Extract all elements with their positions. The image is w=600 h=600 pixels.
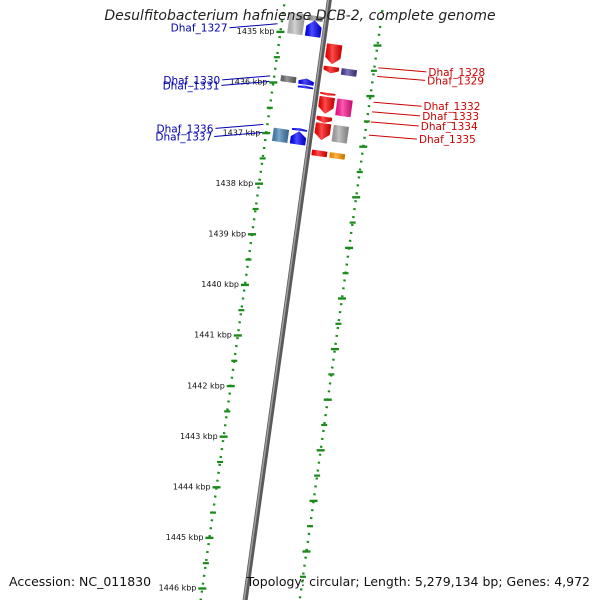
reverse-gene-feature[interactable] <box>289 131 307 146</box>
scale-line-right <box>298 9 384 600</box>
svg-text:Dhaf_1330: Dhaf_1330 <box>163 75 220 87</box>
gene-label-dhaf-1329[interactable]: Dhaf_1329 <box>377 75 484 87</box>
scale-tick-label: 1435 kbp <box>237 27 275 36</box>
forward-gene-feature[interactable] <box>318 95 336 114</box>
genome-summary: Topology: circular; Length: 5,279,134 bp… <box>246 574 590 589</box>
reverse-gene-feature[interactable] <box>307 14 324 23</box>
scale-tick-label: 1446 kbp <box>159 584 197 593</box>
gene-label-dhaf-1334[interactable]: Dhaf_1334 <box>370 121 478 133</box>
gene-label-dhaf-1327[interactable]: Dhaf_1327 <box>171 23 278 35</box>
svg-text:Dhaf_1334: Dhaf_1334 <box>421 121 478 133</box>
scale-tick-label: 1444 kbp <box>173 482 211 491</box>
reverse-gene-feature[interactable] <box>297 85 314 90</box>
reverse-gene-feature[interactable] <box>291 128 308 132</box>
map-title: Desulfitobacterium hafniense DCB-2, comp… <box>104 8 496 24</box>
forward-gene-feature[interactable] <box>325 43 343 65</box>
scale-tick-label: 1439 kbp <box>208 229 246 238</box>
gene-features <box>271 12 358 160</box>
gene-label-dhaf-1335[interactable]: Dhaf_1335 <box>368 134 476 146</box>
reverse-gene-feature[interactable] <box>271 127 290 144</box>
reverse-gene-feature[interactable] <box>287 12 306 36</box>
scale-tick-label: 1442 kbp <box>187 381 225 390</box>
scale-tick-label: 1441 kbp <box>194 331 232 340</box>
reverse-gene-feature[interactable] <box>280 75 297 84</box>
svg-text:Dhaf_1332: Dhaf_1332 <box>424 101 481 113</box>
backbone-highlight <box>243 0 330 600</box>
forward-gene-feature[interactable] <box>340 68 358 77</box>
scale-tick-label: 1445 kbp <box>166 533 204 542</box>
svg-text:Dhaf_1331: Dhaf_1331 <box>163 80 220 92</box>
scale-tick-label: 1437 kbp <box>223 128 261 137</box>
gene-label-dhaf-1331[interactable]: Dhaf_1331 <box>163 80 270 92</box>
gene-label-dhaf-1332[interactable]: Dhaf_1332 <box>373 101 481 113</box>
reverse-gene-feature[interactable] <box>298 78 314 86</box>
forward-gene-feature[interactable] <box>320 91 336 96</box>
scale-tick-label: 1440 kbp <box>201 280 239 289</box>
svg-text:Dhaf_1329: Dhaf_1329 <box>427 75 484 87</box>
gene-label-dhaf-1328[interactable]: Dhaf_1328 <box>378 67 485 79</box>
svg-text:Dhaf_1337: Dhaf_1337 <box>155 132 212 144</box>
forward-gene-feature[interactable] <box>311 149 328 158</box>
svg-text:Dhaf_1327: Dhaf_1327 <box>171 23 228 35</box>
gene-labels: Dhaf_1327Dhaf_1328Dhaf_1329Dhaf_1330Dhaf… <box>155 23 485 146</box>
gene-label-dhaf-1337[interactable]: Dhaf_1337 <box>155 132 263 144</box>
genome-backbone <box>242 0 332 600</box>
svg-text:Dhaf_1328: Dhaf_1328 <box>428 67 485 79</box>
gene-label-dhaf-1336[interactable]: Dhaf_1336 <box>157 123 264 135</box>
gene-label-dhaf-1333[interactable]: Dhaf_1333 <box>372 111 479 123</box>
forward-gene-feature[interactable] <box>331 124 350 144</box>
forward-gene-feature[interactable] <box>329 152 346 160</box>
forward-gene-feature[interactable] <box>335 98 353 118</box>
scale-tick-label: 1443 kbp <box>180 432 218 441</box>
scale-tick-label: 1438 kbp <box>215 179 253 188</box>
reverse-gene-feature[interactable] <box>304 20 322 38</box>
forward-gene-feature[interactable] <box>323 65 340 74</box>
accession-text: Accession: NC_011830 <box>9 574 152 589</box>
scale-tick-label: 1436 kbp <box>230 78 268 87</box>
gene-label-dhaf-1330[interactable]: Dhaf_1330 <box>163 75 271 87</box>
backbone-line <box>242 0 332 600</box>
svg-text:Dhaf_1336: Dhaf_1336 <box>157 123 214 135</box>
svg-text:Dhaf_1335: Dhaf_1335 <box>419 134 476 146</box>
forward-gene-feature[interactable] <box>316 115 333 123</box>
kbp-scale: 1435 kbp 1436 kbp 1437 kbp 1438 kbp 1439 kbp… <box>159 0 384 600</box>
svg-text:Dhaf_1333: Dhaf_1333 <box>422 111 479 123</box>
forward-gene-feature[interactable] <box>314 122 332 141</box>
